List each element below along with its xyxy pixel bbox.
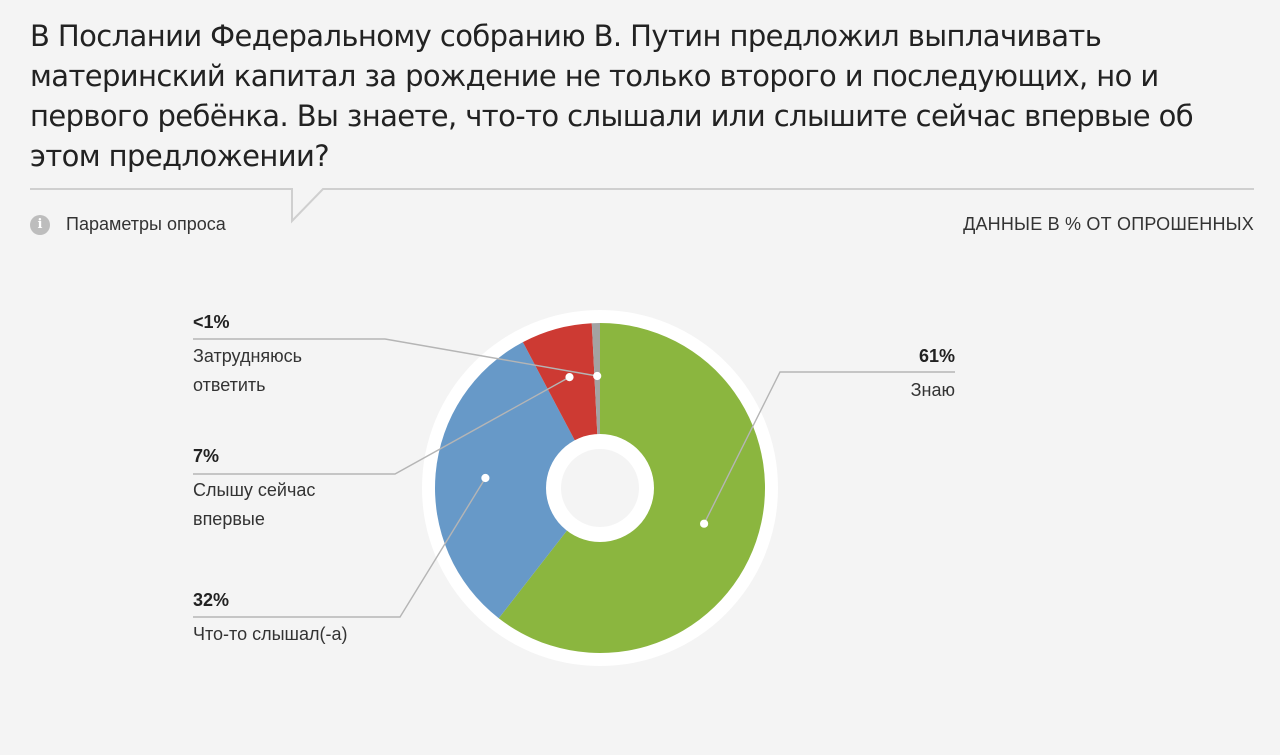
- category-label-1-line-1: Знаю: [911, 380, 955, 400]
- donut-hole: [561, 449, 639, 527]
- category-label-4-line-2: ответить: [193, 375, 266, 395]
- leader-dot-2: [481, 473, 490, 483]
- header-divider: [30, 188, 1254, 224]
- leader-line-4: [193, 338, 598, 377]
- category-label-4-line-1: Затрудняюсь: [193, 346, 302, 366]
- leader-dot-3: [565, 373, 574, 382]
- leader-dot-1: [700, 519, 709, 528]
- leader-line-2: [193, 477, 486, 618]
- category-label-3-line-2: впервые: [193, 509, 265, 529]
- leader-line-3: [193, 376, 570, 475]
- leader-line-1: [703, 371, 955, 525]
- slice-2: [435, 342, 600, 619]
- donut-chart: 61% Знаю 32% Что-то слышал(-а) 7% Слышу сейча…: [193, 310, 955, 666]
- data-units-label: ДАННЫЕ В % ОТ ОПРОШЕННЫХ: [963, 214, 1254, 234]
- poll-parameters-link[interactable]: i Параметры опроса: [30, 214, 226, 235]
- value-label-4: <1%: [193, 312, 230, 332]
- value-label-2: 32%: [193, 590, 229, 610]
- category-label-3-line-1: Слышу сейчас: [193, 480, 315, 500]
- leader-dot-4: [593, 371, 602, 381]
- category-label-2-line-1: Что-то слышал(-а): [193, 624, 348, 644]
- poll-parameters-label: Параметры опроса: [66, 214, 226, 234]
- poll-question-title: В Послании Федеральному собранию В. Пути…: [30, 19, 1194, 173]
- value-label-3: 7%: [193, 446, 219, 466]
- value-label-1: 61%: [919, 346, 955, 366]
- info-icon: i: [30, 214, 50, 235]
